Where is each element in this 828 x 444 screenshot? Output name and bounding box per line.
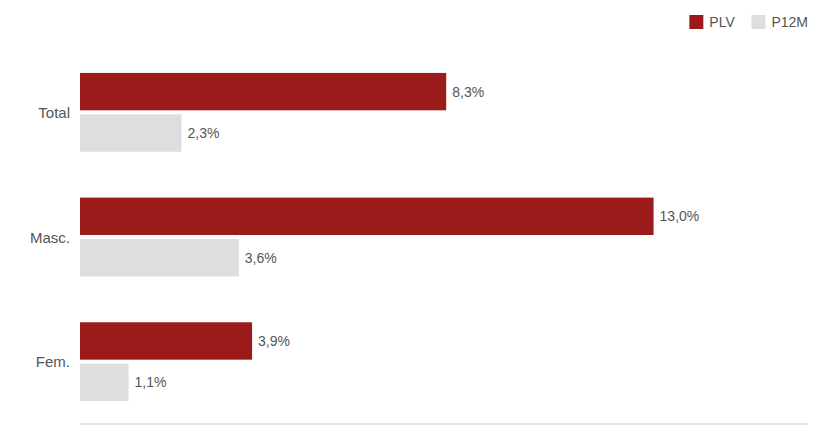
bar xyxy=(80,198,654,235)
bar xyxy=(80,239,239,276)
legend-swatch xyxy=(751,15,765,29)
data-label: 3,9% xyxy=(258,333,290,349)
bars xyxy=(80,73,654,401)
bar xyxy=(80,322,252,359)
legend: P12M PLV xyxy=(689,14,808,30)
bar xyxy=(80,73,446,110)
category-label: Total xyxy=(38,104,70,121)
legend-swatch xyxy=(689,15,703,29)
bar xyxy=(80,364,129,401)
category-label: Masc. xyxy=(30,229,70,246)
bar xyxy=(80,114,181,151)
chart: Total 8,3% 2,3% Masc. 13,0% 3,6% Fem. 3,9% 1,1% P… xyxy=(0,0,828,444)
legend-label: P12M xyxy=(771,14,808,30)
data-label: 3,6% xyxy=(245,250,277,266)
labels: Total 8,3% 2,3% Masc. 13,0% 3,6% Fem. 3,9% 1,1% xyxy=(30,84,699,391)
x-axis-line xyxy=(80,424,808,425)
data-label: 13,0% xyxy=(660,208,700,224)
chart-container: Total 8,3% 2,3% Masc. 13,0% 3,6% Fem. 3,9% 1,1% P… xyxy=(0,0,828,444)
data-label: 2,3% xyxy=(187,125,219,141)
data-label: 8,3% xyxy=(452,84,484,100)
category-label: Fem. xyxy=(36,353,70,370)
data-label: 1,1% xyxy=(135,374,167,390)
legend-label: PLV xyxy=(709,14,735,30)
